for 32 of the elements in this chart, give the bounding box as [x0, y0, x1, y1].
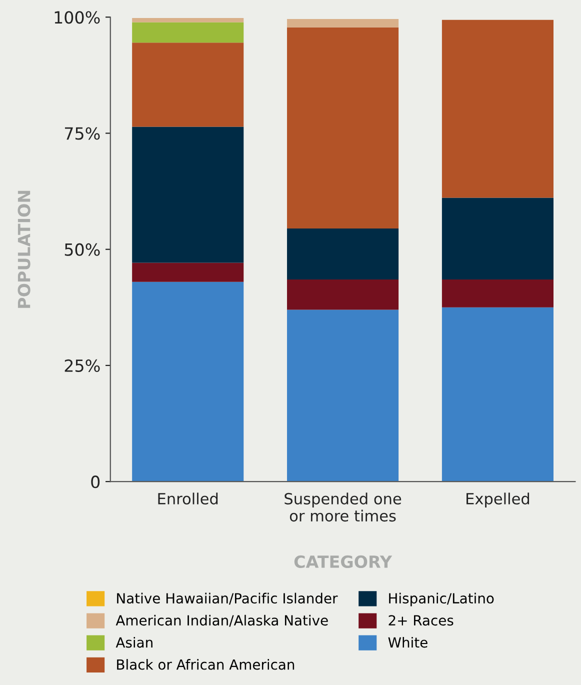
bar: [132, 262, 244, 282]
bar: [287, 280, 399, 310]
bar: [287, 18, 399, 28]
legend-label: 2+ Races: [388, 615, 454, 626]
x-tick-label: Enrolled: [158, 492, 218, 504]
bar: [132, 126, 244, 263]
y-tick-label: 100%: [54, 11, 100, 24]
bar: [287, 228, 399, 280]
bar: [442, 280, 554, 308]
legend-label: White: [388, 636, 428, 648]
legend-label: Native Hawaiian/Pacific Islander: [117, 592, 338, 605]
y-tick-label: 25%: [64, 359, 100, 372]
bar: [442, 20, 554, 198]
bar: [132, 18, 244, 22]
x-tick-label: Expelled: [466, 492, 530, 508]
legend-label: American Indian/Alaska Native: [116, 614, 328, 627]
y-tick-label: 75%: [64, 127, 100, 140]
bar: [132, 282, 244, 482]
bar: [442, 198, 554, 280]
legend-label: Asian: [116, 636, 152, 648]
legend-label: Black or African American: [117, 659, 294, 670]
bar: [132, 22, 244, 43]
x-axis-title: CATEGORY: [294, 555, 392, 568]
bar: [287, 27, 399, 228]
bar: [132, 42, 244, 127]
x-tick-label: Suspended one or more times: [284, 492, 402, 522]
y-tick-label: 50%: [64, 243, 100, 256]
bar: [287, 310, 399, 482]
legend-label: Hispanic/Latino: [389, 592, 494, 606]
bar: [442, 307, 554, 482]
y-tick-label: 0: [91, 476, 100, 488]
y-axis-title: POPULATION: [18, 190, 30, 308]
